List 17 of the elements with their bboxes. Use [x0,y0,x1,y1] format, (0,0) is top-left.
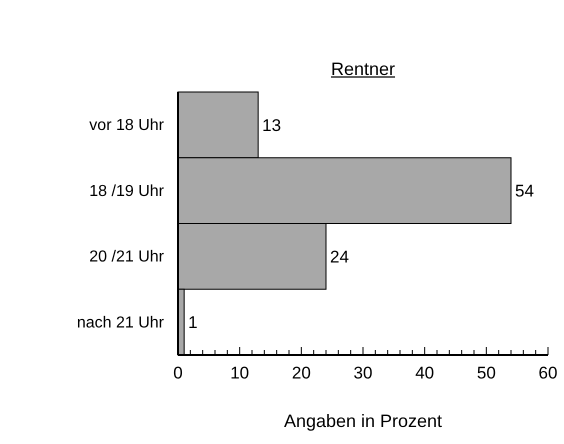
x-tick-label: 40 [415,363,434,382]
x-axis-title: Angaben in Prozent [284,411,442,431]
x-tick-label: 10 [230,363,250,382]
x-tick-label: 0 [173,363,183,382]
data-label: 54 [515,182,534,201]
y-tick-label: nach 21 Uhr [76,314,165,332]
y-tick-label: 20 /21 Uhr [89,248,165,266]
x-tick-label: 60 [538,363,558,382]
data-label: 13 [262,116,282,135]
x-tick-label: 30 [354,363,372,382]
data-label: 1 [188,313,198,332]
x-tick-label: 50 [476,363,496,382]
y-tick-label: vor 18 Uhr [89,116,165,134]
y-tick-label: 18 /19 Uhr [89,182,165,200]
data-label: 24 [330,247,349,266]
chart-title: Rentner [330,59,396,79]
x-tick-label: 20 [292,363,311,382]
